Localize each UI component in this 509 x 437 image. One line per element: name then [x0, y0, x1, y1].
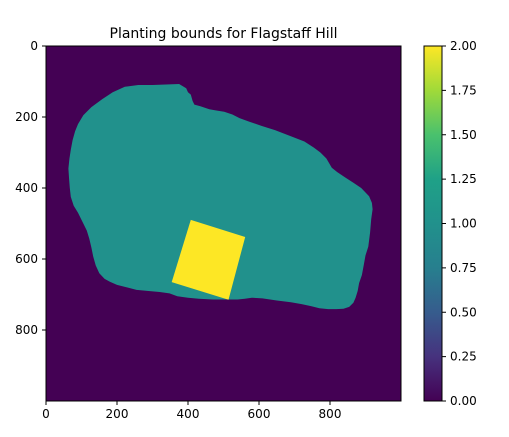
- colorbar-tick-label: 1.25: [450, 172, 477, 186]
- y-tick-label: 600: [15, 252, 38, 266]
- colorbar: 0.00 0.25 0.50 0.75 1.00 1.25 1.50 1.75 2.00: [423, 39, 477, 408]
- x-tick-label: 600: [248, 407, 271, 421]
- colorbar-tick-label: 0.75: [450, 261, 477, 275]
- heatmap-regions: [68, 84, 373, 310]
- chart-title: Planting bounds for Flagstaff Hill: [110, 26, 338, 42]
- x-tick-label: 0: [42, 407, 50, 421]
- y-axis: 0 200 400 600 800: [15, 39, 46, 337]
- y-tick-label: 0: [30, 39, 38, 53]
- colorbar-ticks: 0.00 0.25 0.50 0.75 1.00 1.25 1.50 1.75 2.00: [442, 39, 477, 408]
- x-axis: 0 200 400 600 800: [42, 401, 341, 421]
- colorbar-tick-label: 0.25: [450, 350, 477, 364]
- colorbar-tick-label: 2.00: [450, 39, 477, 53]
- colorbar-tick-label: 0.00: [450, 394, 477, 408]
- plot-frame: [45, 45, 402, 402]
- colorbar-gradient: [423, 45, 443, 402]
- plot-area: [45, 45, 402, 402]
- heatmap-region-value-1: [68, 84, 373, 310]
- heatmap-region-value-2: [171, 219, 246, 300]
- colorbar-tick-label: 1.75: [450, 83, 477, 97]
- y-tick-label: 800: [15, 323, 38, 337]
- colorbar-tick-label: 1.00: [450, 217, 477, 231]
- colorbar-tick-label: 1.50: [450, 128, 477, 142]
- y-tick-label: 400: [15, 181, 38, 195]
- x-tick-label: 400: [177, 407, 200, 421]
- y-tick-label: 200: [15, 110, 38, 124]
- x-tick-label: 200: [106, 407, 129, 421]
- colorbar-tick-label: 0.50: [450, 305, 477, 319]
- x-tick-label: 800: [319, 407, 342, 421]
